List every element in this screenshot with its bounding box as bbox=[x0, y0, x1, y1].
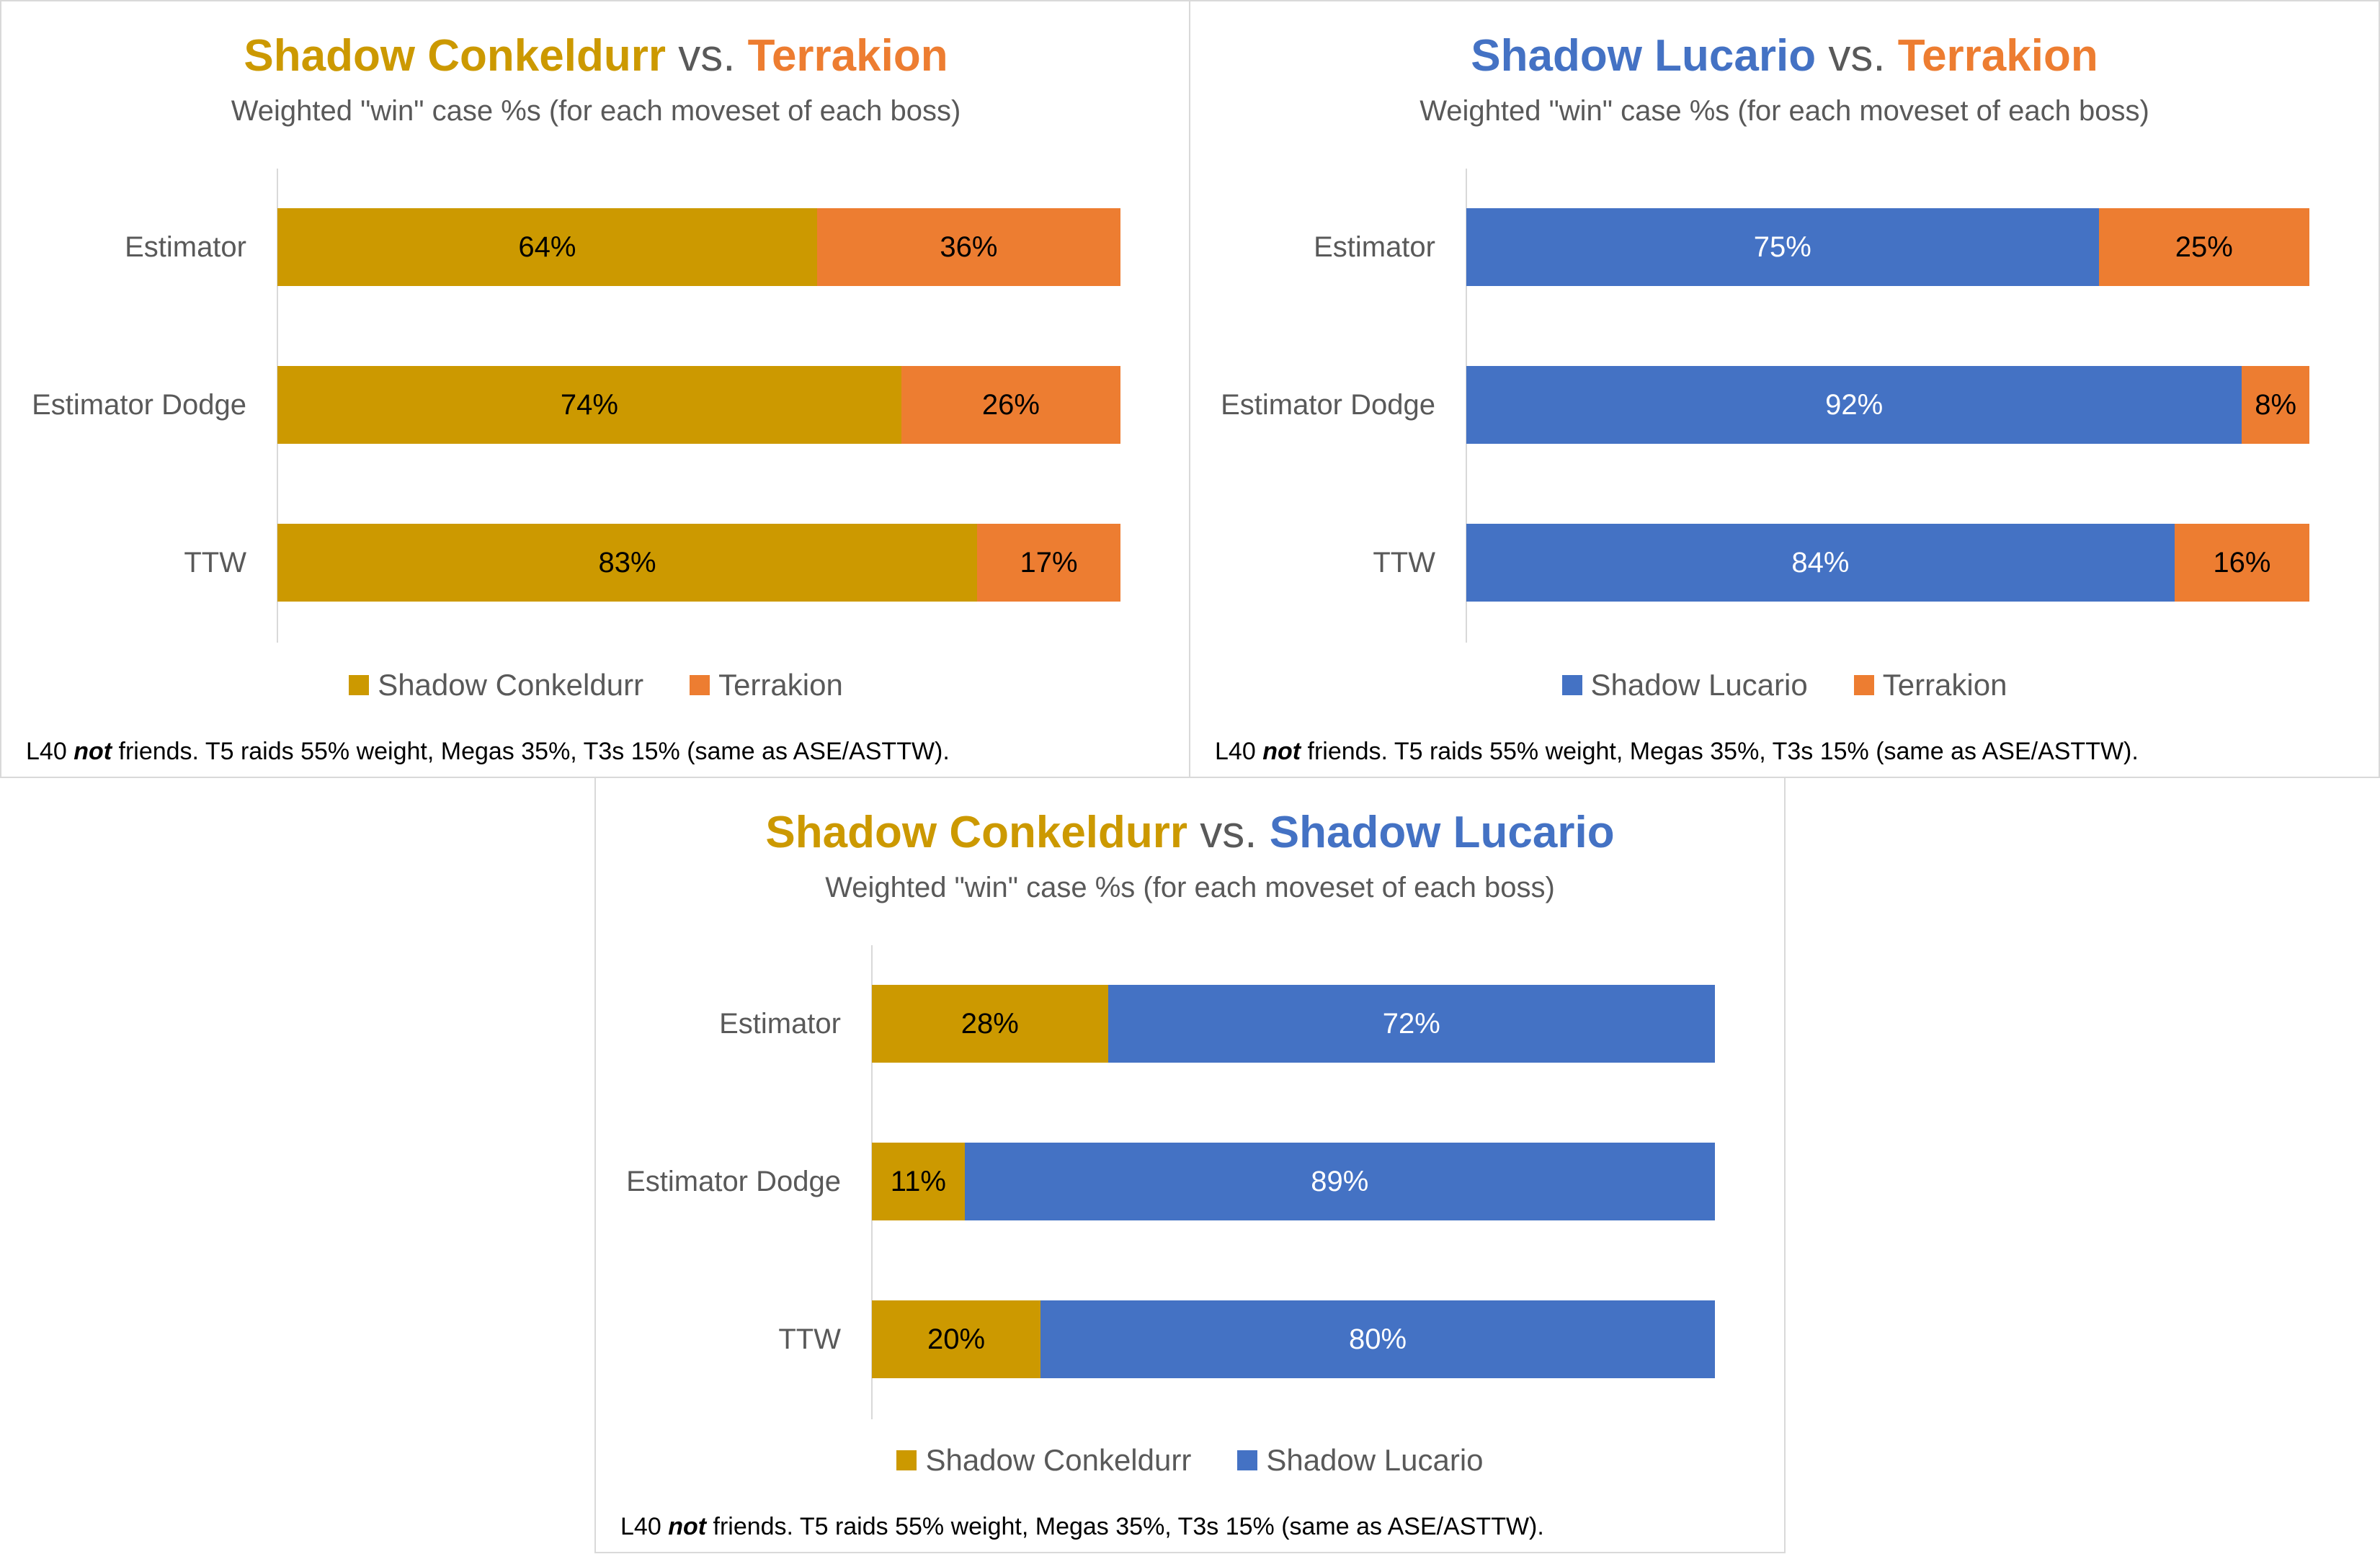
bar-segment-shadow-lucario: 84% bbox=[1466, 524, 2175, 602]
category-label: TTW bbox=[778, 1323, 841, 1355]
bar-segment-shadow-lucario: 72% bbox=[1107, 985, 1715, 1063]
bar-segment-shadow-conkeldurr: 83% bbox=[277, 524, 978, 602]
data-label: 17% bbox=[1020, 547, 1078, 579]
legend-item-terrakion: Terrakion bbox=[1853, 668, 2007, 702]
chart-title: Shadow Lucario vs. Terrakion bbox=[1190, 27, 2379, 85]
data-label: 84% bbox=[1791, 547, 1850, 579]
title-right: Terrakion bbox=[747, 31, 948, 81]
legend-swatch-lucario bbox=[1561, 675, 1582, 695]
bar-segment-terrakion: 25% bbox=[2098, 208, 2309, 286]
footnote-post: friends. T5 raids 55% weight, Megas 35%,… bbox=[112, 738, 950, 765]
legend-swatch-lucario bbox=[1237, 1450, 1258, 1470]
legend-item-lucario: Shadow Lucario bbox=[1561, 668, 1808, 702]
bar-segment-terrakion: 8% bbox=[2242, 366, 2309, 444]
title-left: Shadow Lucario bbox=[1471, 31, 1817, 81]
chart-panel-conkeldurr-vs-terrakion: Shadow Conkeldurr vs. Terrakion Weighted… bbox=[0, 0, 1192, 778]
footnote-post: friends. T5 raids 55% weight, Megas 35%,… bbox=[1301, 738, 2139, 765]
footnote-pre: L40 bbox=[1215, 738, 1263, 765]
data-label: 11% bbox=[890, 1166, 946, 1197]
legend-swatch-terrakion bbox=[1853, 675, 1874, 695]
chart-panel-conkeldurr-vs-lucario: Shadow Conkeldurr vs. Shadow Lucario Wei… bbox=[594, 777, 1786, 1553]
data-label: 25% bbox=[2175, 231, 2233, 263]
bar-segment-shadow-conkeldurr: 28% bbox=[872, 985, 1108, 1063]
legend-label: Shadow Conkeldurr bbox=[378, 668, 644, 702]
footnote: L40 not friends. T5 raids 55% weight, Me… bbox=[26, 735, 950, 768]
data-label: 75% bbox=[1753, 231, 1811, 263]
title-left: Shadow Conkeldurr bbox=[244, 31, 666, 81]
data-label: 72% bbox=[1382, 1008, 1440, 1040]
chart-subtitle: Weighted "win" case %s (for each moveset… bbox=[825, 872, 1555, 903]
bar-segment-terrakion: 26% bbox=[901, 366, 1120, 444]
data-label: 74% bbox=[560, 389, 618, 421]
legend-item-lucario: Shadow Lucario bbox=[1237, 1443, 1484, 1478]
bar-segment-terrakion: 36% bbox=[816, 208, 1120, 286]
legend-label: Shadow Lucario bbox=[1266, 1443, 1484, 1477]
data-label: 64% bbox=[518, 231, 576, 263]
legend-label: Terrakion bbox=[718, 668, 843, 702]
bar-segment-terrakion: 16% bbox=[2174, 524, 2309, 602]
legend-swatch-conkeldurr bbox=[349, 675, 370, 695]
data-label: 26% bbox=[981, 389, 1040, 421]
category-label: Estimator Dodge bbox=[1221, 389, 1435, 421]
bar-segment-shadow-conkeldurr: 11% bbox=[872, 1143, 965, 1220]
legend-item-terrakion: Terrakion bbox=[690, 668, 843, 702]
bar-segment-shadow-lucario: 75% bbox=[1466, 208, 2099, 286]
footnote-pre: L40 bbox=[620, 1513, 669, 1540]
title-vs: vs. bbox=[1828, 31, 1886, 81]
legend-label: Terrakion bbox=[1882, 668, 2007, 702]
footnote-emphasis: not bbox=[73, 738, 112, 765]
legend-swatch-terrakion bbox=[690, 675, 710, 695]
category-label: TTW bbox=[184, 547, 246, 579]
chart-title: Shadow Conkeldurr vs. Shadow Lucario bbox=[596, 804, 1784, 862]
title-vs: vs. bbox=[1200, 808, 1257, 857]
title-right: Terrakion bbox=[1897, 31, 2098, 81]
footnote: L40 not friends. T5 raids 55% weight, Me… bbox=[1215, 735, 2139, 768]
data-label: 36% bbox=[940, 231, 998, 263]
data-label: 20% bbox=[927, 1323, 986, 1355]
bar-segment-shadow-conkeldurr: 74% bbox=[277, 366, 901, 444]
data-label: 89% bbox=[1311, 1166, 1369, 1197]
bar-segment-shadow-conkeldurr: 64% bbox=[277, 208, 817, 286]
data-label: 8% bbox=[2255, 389, 2297, 421]
bar-segment-shadow-lucario: 92% bbox=[1466, 366, 2242, 444]
category-label: Estimator bbox=[125, 231, 246, 263]
data-label: 16% bbox=[2213, 547, 2271, 579]
footnote-emphasis: not bbox=[668, 1513, 707, 1540]
category-label: Estimator bbox=[719, 1008, 841, 1040]
data-label: 80% bbox=[1348, 1323, 1407, 1355]
category-label: TTW bbox=[1373, 547, 1435, 579]
data-label: 83% bbox=[598, 547, 656, 579]
title-left: Shadow Conkeldurr bbox=[765, 808, 1188, 857]
bar-segment-shadow-conkeldurr: 20% bbox=[872, 1300, 1040, 1378]
bar-segment-shadow-lucario: 80% bbox=[1040, 1300, 1715, 1378]
chart-panel-lucario-vs-terrakion: Shadow Lucario vs. Terrakion Weighted "w… bbox=[1189, 0, 2380, 778]
legend-label: Shadow Conkeldurr bbox=[925, 1443, 1192, 1477]
footnote-emphasis: not bbox=[1262, 738, 1301, 765]
chart-subtitle: Weighted "win" case %s (for each moveset… bbox=[1419, 95, 2149, 127]
legend-item-conkeldurr: Shadow Conkeldurr bbox=[349, 668, 643, 702]
legend: Shadow Conkeldurr Terrakion bbox=[1, 668, 1190, 702]
footnote-pre: L40 bbox=[26, 738, 74, 765]
category-label: Estimator bbox=[1314, 231, 1435, 263]
bar-segment-terrakion: 17% bbox=[977, 524, 1120, 602]
chart-title: Shadow Conkeldurr vs. Terrakion bbox=[1, 27, 1190, 85]
title-vs: vs. bbox=[678, 31, 736, 81]
data-label: 28% bbox=[961, 1008, 1019, 1040]
data-label: 92% bbox=[1825, 389, 1884, 421]
bar-segment-shadow-lucario: 89% bbox=[964, 1143, 1715, 1220]
legend: Shadow Conkeldurr Shadow Lucario bbox=[596, 1443, 1784, 1478]
legend-label: Shadow Lucario bbox=[1590, 668, 1808, 702]
legend: Shadow Lucario Terrakion bbox=[1190, 668, 2379, 702]
category-label: Estimator Dodge bbox=[32, 389, 246, 421]
chart-subtitle: Weighted "win" case %s (for each moveset… bbox=[231, 95, 961, 127]
category-label: Estimator Dodge bbox=[626, 1166, 841, 1197]
footnote-post: friends. T5 raids 55% weight, Megas 35%,… bbox=[706, 1513, 1544, 1540]
footnote: L40 not friends. T5 raids 55% weight, Me… bbox=[620, 1510, 1544, 1543]
legend-swatch-conkeldurr bbox=[896, 1450, 917, 1470]
title-right: Shadow Lucario bbox=[1269, 808, 1615, 857]
legend-item-conkeldurr: Shadow Conkeldurr bbox=[896, 1443, 1191, 1478]
